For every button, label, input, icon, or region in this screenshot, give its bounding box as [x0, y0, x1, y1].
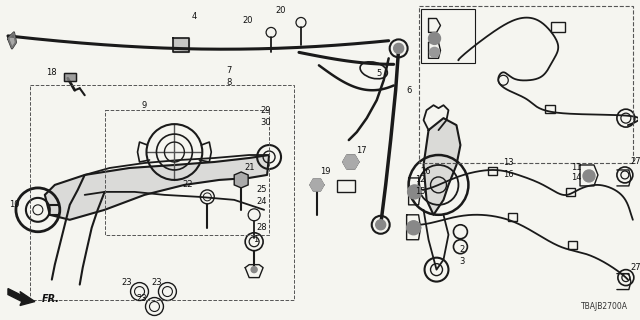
Text: 14: 14 — [571, 173, 581, 182]
Text: FR.: FR. — [42, 293, 60, 304]
Text: 11: 11 — [571, 164, 581, 172]
Text: 30: 30 — [260, 118, 271, 127]
Text: 27: 27 — [630, 157, 640, 166]
Text: 18: 18 — [47, 68, 57, 77]
Text: 17: 17 — [356, 146, 367, 155]
Bar — [508, 213, 517, 221]
Circle shape — [583, 170, 595, 182]
Bar — [420, 9, 476, 63]
Bar — [551, 22, 565, 32]
Text: 1: 1 — [253, 235, 259, 244]
Text: 24: 24 — [257, 197, 268, 206]
Text: 20: 20 — [276, 6, 286, 15]
Circle shape — [429, 32, 440, 44]
Text: 23: 23 — [136, 294, 147, 303]
Text: 16: 16 — [503, 171, 513, 180]
Bar — [566, 188, 575, 196]
Circle shape — [394, 44, 404, 53]
Polygon shape — [45, 155, 269, 220]
Text: 8: 8 — [227, 78, 232, 87]
Text: 23: 23 — [121, 278, 132, 287]
Text: 28: 28 — [257, 223, 268, 232]
Text: 20: 20 — [242, 16, 252, 25]
Circle shape — [376, 220, 386, 230]
Text: 6: 6 — [406, 86, 412, 95]
Text: 15: 15 — [415, 188, 426, 196]
Bar — [568, 241, 577, 249]
Text: TBAJB2700A: TBAJB2700A — [581, 302, 628, 311]
Text: 29: 29 — [261, 106, 271, 115]
Text: 2: 2 — [460, 245, 465, 254]
Polygon shape — [8, 32, 16, 48]
Bar — [30, 85, 294, 300]
Text: 5: 5 — [376, 69, 381, 78]
Text: 19: 19 — [319, 167, 330, 176]
Polygon shape — [64, 73, 76, 81]
Bar — [337, 180, 355, 192]
Text: 4: 4 — [192, 12, 197, 21]
Text: 3: 3 — [460, 257, 465, 266]
Text: 7: 7 — [227, 66, 232, 75]
Polygon shape — [8, 289, 35, 306]
Polygon shape — [424, 118, 460, 215]
Text: 27: 27 — [630, 263, 640, 272]
Circle shape — [251, 267, 257, 273]
Bar — [545, 105, 555, 113]
Text: 23: 23 — [151, 278, 162, 287]
Text: 12: 12 — [415, 175, 426, 184]
Bar — [419, 5, 633, 163]
Text: 22: 22 — [182, 180, 193, 189]
Text: 10: 10 — [9, 200, 19, 209]
Polygon shape — [173, 38, 189, 52]
Bar — [105, 110, 269, 235]
Text: 13: 13 — [503, 158, 513, 167]
Text: 25: 25 — [257, 185, 268, 194]
Circle shape — [429, 47, 440, 57]
Polygon shape — [310, 179, 324, 191]
Polygon shape — [343, 155, 359, 169]
Text: 9: 9 — [142, 101, 147, 110]
Text: 21: 21 — [244, 164, 255, 172]
Bar — [488, 167, 497, 175]
Circle shape — [408, 185, 422, 199]
Bar — [64, 73, 76, 81]
Circle shape — [406, 221, 420, 235]
Text: 26: 26 — [420, 167, 431, 176]
Polygon shape — [234, 172, 248, 188]
